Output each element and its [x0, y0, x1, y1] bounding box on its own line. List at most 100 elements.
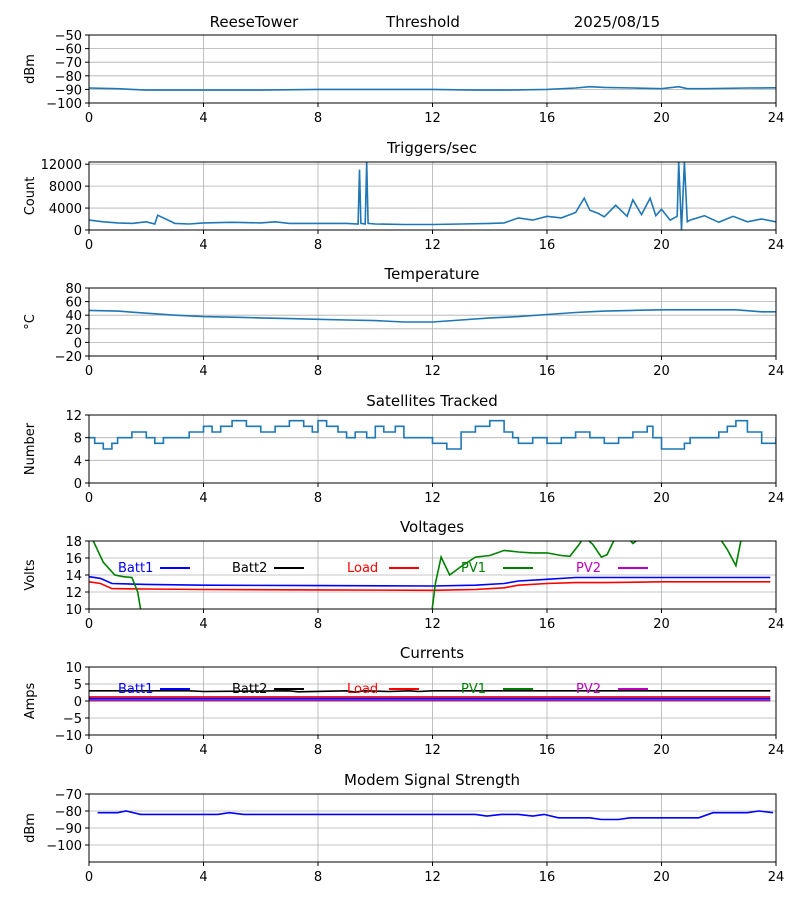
legend-label-pv1: PV1 — [461, 561, 486, 576]
legend-label-load: Load — [347, 682, 378, 697]
series-line-modem — [97, 810, 774, 821]
x-tick-label: 8 — [314, 743, 322, 758]
panel-1: 0 4 8 12 16 20 24 0 4000 8000 12000 Triggers/sec Cou… — [23, 139, 784, 253]
legend-label-batt1: Batt1 — [118, 561, 153, 576]
y-tick-label: 5 — [74, 678, 82, 693]
legend-label-load: Load — [347, 561, 378, 576]
panel-0: 0 4 8 12 16 20 24 −50−60−70−80−90−100 dBm — [23, 29, 784, 126]
y-tick-label: −100 — [46, 839, 82, 854]
legend-label-batt2: Batt2 — [232, 682, 267, 697]
x-tick-label: 12 — [424, 111, 441, 126]
x-tick-label: 8 — [314, 238, 322, 253]
y-axis-label: dBm — [23, 54, 38, 84]
x-tick-label: 4 — [199, 491, 207, 506]
legend-label-pv1: PV1 — [461, 682, 486, 697]
y-tick-label: 14 — [65, 569, 82, 584]
y-tick-label: 0 — [74, 336, 82, 351]
x-tick-label: 0 — [85, 617, 93, 632]
x-tick-label: 24 — [768, 111, 785, 126]
panel-5: 0 4 8 12 16 20 24 10 5 0 −5 −10 Currents Amps Batt1 Bat… — [23, 644, 784, 758]
panel-title: Currents — [400, 644, 464, 662]
x-tick-label: 20 — [653, 870, 670, 885]
x-tick-label: 0 — [85, 238, 93, 253]
x-tick-label: 20 — [653, 743, 670, 758]
y-axis-label: °C — [23, 314, 38, 330]
panel-title: Modem Signal Strength — [344, 771, 520, 789]
x-tick-label: 4 — [199, 111, 207, 126]
x-tick-label: 16 — [539, 238, 556, 253]
legend-label-pv2: PV2 — [576, 561, 601, 576]
y-tick-label: 0 — [74, 477, 82, 492]
series-line-batt2 — [89, 689, 771, 694]
x-tick-label: 8 — [314, 870, 322, 885]
y-tick-label: −10 — [55, 729, 82, 744]
y-tick-label: 0 — [74, 695, 82, 710]
series-line-load — [89, 581, 771, 592]
plot-frame — [88, 540, 777, 610]
x-tick-label: 20 — [653, 364, 670, 379]
plot-frame — [88, 34, 777, 104]
x-tick-label: 4 — [199, 364, 207, 379]
y-axis-label: Number — [23, 422, 38, 475]
plot-frame — [88, 666, 777, 736]
y-tick-label: −70 — [55, 56, 82, 71]
plot-frame — [88, 414, 777, 484]
panel-title: Temperature — [383, 265, 479, 283]
y-tick-label: 4000 — [49, 202, 82, 217]
plot-frame — [88, 287, 777, 357]
plot-frame — [88, 161, 777, 231]
x-tick-label: 8 — [314, 364, 322, 379]
x-tick-label: 16 — [539, 743, 556, 758]
y-tick-label: 80 — [65, 282, 82, 297]
x-tick-label: 0 — [85, 111, 93, 126]
y-tick-label: 12000 — [41, 158, 82, 173]
y-tick-label: −60 — [55, 43, 82, 58]
series-line-temperature — [89, 309, 776, 323]
x-tick-label: 12 — [424, 870, 441, 885]
x-tick-label: 12 — [424, 238, 441, 253]
x-tick-label: 24 — [768, 364, 785, 379]
x-tick-label: 16 — [539, 491, 556, 506]
y-tick-label: 16 — [65, 552, 82, 567]
y-tick-label: 10 — [65, 661, 82, 676]
series-line-triggers — [89, 162, 776, 230]
x-tick-label: 8 — [314, 491, 322, 506]
x-tick-label: 8 — [314, 111, 322, 126]
y-tick-label: 8 — [74, 432, 82, 447]
x-tick-label: 12 — [424, 743, 441, 758]
y-tick-label: 18 — [65, 535, 82, 550]
y-tick-label: −5 — [63, 712, 82, 727]
y-tick-label: 0 — [74, 224, 82, 239]
y-tick-label: 20 — [65, 323, 82, 338]
x-tick-label: 4 — [199, 617, 207, 632]
y-tick-label: 40 — [65, 309, 82, 324]
panel-3: 0 4 8 12 16 20 24 0 4 8 12 Satellites Tracked Number — [23, 392, 784, 506]
panel-title: Triggers/sec — [386, 139, 477, 157]
x-tick-label: 0 — [85, 364, 93, 379]
y-tick-label: 10 — [65, 603, 82, 618]
y-tick-label: 12 — [65, 409, 82, 424]
y-tick-label: −20 — [55, 350, 82, 365]
date-title: 2025/08/15 — [574, 13, 660, 31]
x-tick-label: 16 — [539, 617, 556, 632]
x-tick-label: 12 — [424, 617, 441, 632]
y-axis-label: Amps — [23, 682, 38, 719]
x-tick-label: 20 — [653, 238, 670, 253]
x-tick-label: 24 — [768, 870, 785, 885]
legend-label-batt2: Batt2 — [232, 561, 267, 576]
legend-label-pv2: PV2 — [576, 682, 601, 697]
panel-6: 0 4 8 12 16 20 24 −70 −80 −90 −100 Modem Signal Str… — [23, 771, 784, 885]
y-tick-label: −50 — [55, 29, 82, 44]
series-line-batt1 — [89, 575, 771, 587]
x-tick-label: 16 — [539, 870, 556, 885]
x-tick-label: 4 — [199, 238, 207, 253]
x-tick-label: 24 — [768, 491, 785, 506]
x-tick-label: 12 — [424, 364, 441, 379]
x-tick-label: 4 — [199, 870, 207, 885]
y-axis-label: dBm — [23, 813, 38, 843]
x-tick-label: 0 — [85, 491, 93, 506]
legend-label-batt1: Batt1 — [118, 682, 153, 697]
x-tick-label: 20 — [653, 111, 670, 126]
x-tick-label: 0 — [85, 743, 93, 758]
x-tick-label: 20 — [653, 491, 670, 506]
